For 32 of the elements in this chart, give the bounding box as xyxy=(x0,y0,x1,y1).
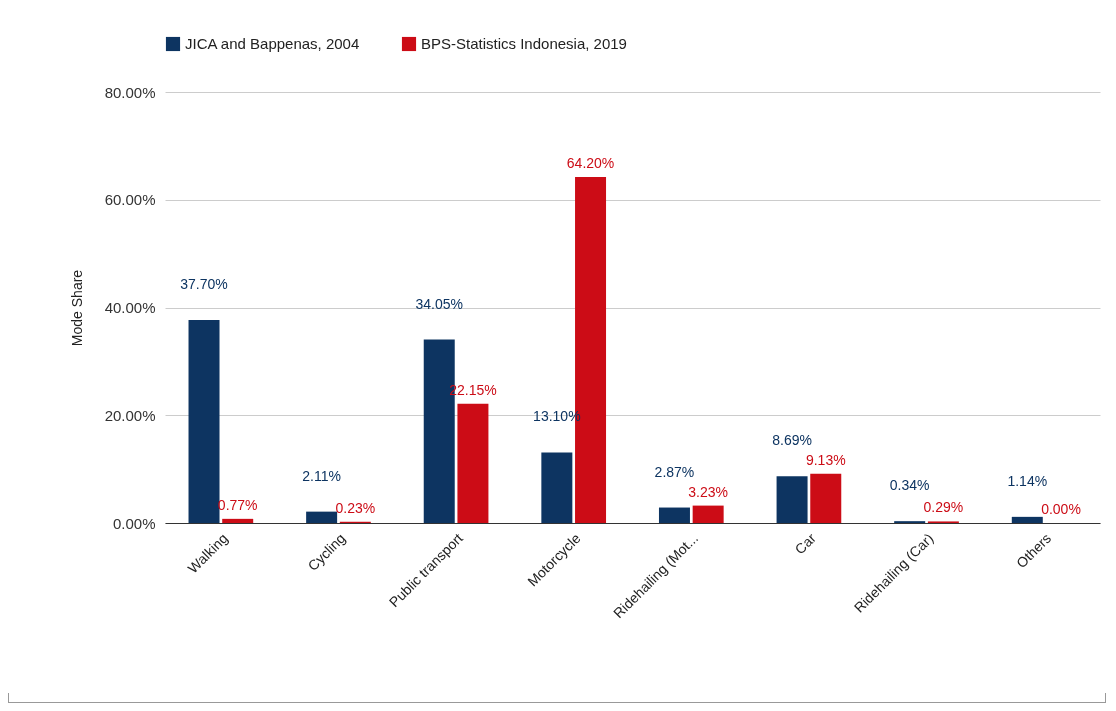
bar xyxy=(776,476,808,523)
y-tick-label: 20.00% xyxy=(104,406,156,424)
data-label: 64.20% xyxy=(566,155,615,172)
data-label: 0.29% xyxy=(923,499,964,516)
bar xyxy=(692,505,724,523)
y-tick-label: 40.00% xyxy=(104,299,156,316)
data-label: 2.11% xyxy=(302,467,341,484)
data-label: 3.23% xyxy=(688,483,728,500)
data-label: 0.00% xyxy=(1041,501,1081,517)
y-tick-label: 60.00% xyxy=(104,191,156,209)
bar xyxy=(306,511,338,523)
x-tick-label: Car xyxy=(791,529,820,558)
legend-label: JICA and Bappenas, 2004 xyxy=(185,35,360,52)
bar xyxy=(658,507,690,523)
y-tick-label: 80.00% xyxy=(104,83,156,101)
bar xyxy=(457,403,489,523)
data-label: 8.69% xyxy=(772,432,812,449)
data-label: 1.14% xyxy=(1007,472,1048,489)
bar xyxy=(1011,516,1043,523)
legend-label: BPS-Statistics Indonesia, 2019 xyxy=(421,35,627,52)
data-label: 34.05% xyxy=(415,295,463,312)
data-label: 0.23% xyxy=(335,499,376,516)
bar xyxy=(188,319,220,523)
data-label: 2.87% xyxy=(654,463,695,480)
y-tick-label: 0.00% xyxy=(112,514,156,532)
data-label: 9.13% xyxy=(805,451,846,468)
bar xyxy=(222,518,254,523)
data-label: 37.70% xyxy=(180,275,228,292)
y-axis-title: Mode Share xyxy=(68,269,85,347)
bar xyxy=(810,473,842,523)
data-label: 0.34% xyxy=(889,477,930,494)
bar xyxy=(541,452,573,523)
